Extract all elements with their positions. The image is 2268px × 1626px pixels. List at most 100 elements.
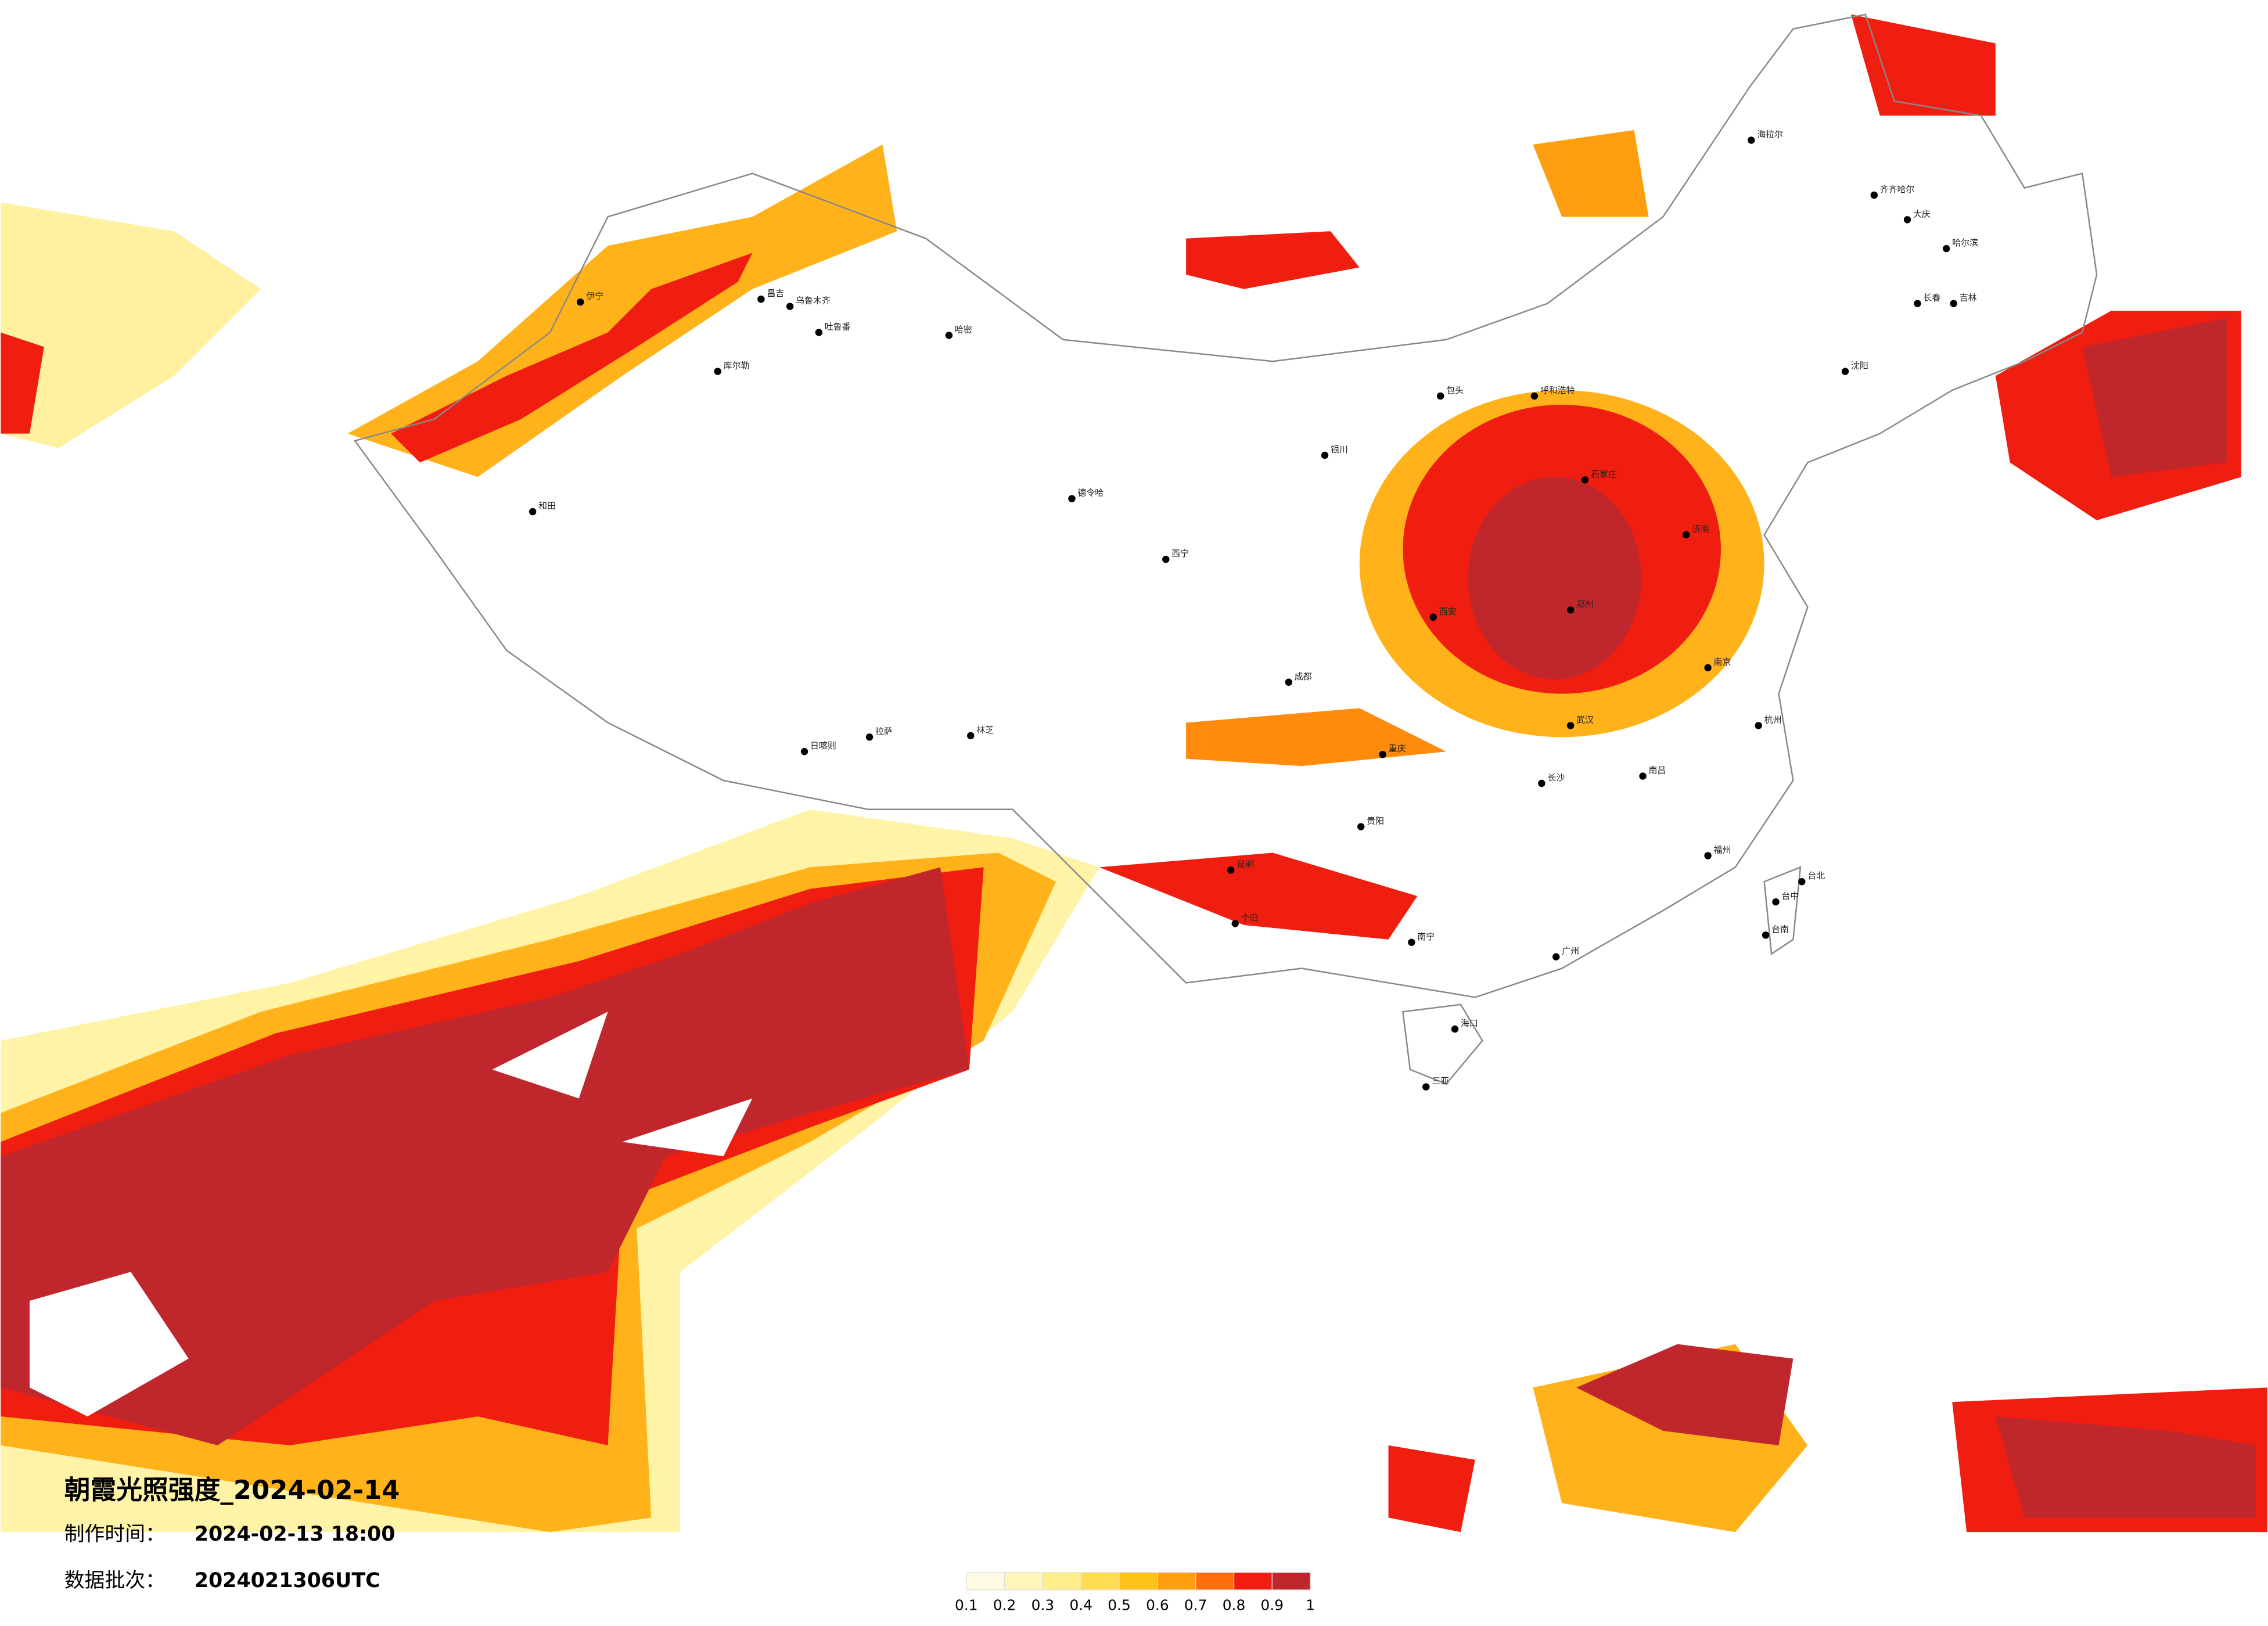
field-darkred xyxy=(1576,1344,1793,1445)
colorbar-tick-label: 0.7 xyxy=(1184,1597,1207,1614)
city-label: 三亚 xyxy=(1432,1076,1449,1087)
city-label: 石家庄 xyxy=(1591,469,1617,479)
colorbar-tick-label: 0.5 xyxy=(1108,1597,1131,1614)
city-dot xyxy=(815,329,823,336)
city-dot xyxy=(1914,300,1921,307)
field-darkred xyxy=(1468,477,1642,679)
city-dot xyxy=(1748,136,1755,144)
city-dot xyxy=(865,733,874,741)
city-label: 海口 xyxy=(1461,1018,1478,1028)
city-dot xyxy=(945,332,953,339)
city-dot xyxy=(1704,852,1712,859)
city-label: 台中 xyxy=(1782,891,1799,901)
city-label: 西安 xyxy=(1439,606,1457,617)
city-label: 乌鲁木齐 xyxy=(796,296,831,306)
city-dot xyxy=(786,303,794,310)
made-label: 制作时间： xyxy=(64,1523,166,1546)
city-dot xyxy=(1841,368,1849,375)
field-red xyxy=(1186,231,1360,289)
city-label: 银川 xyxy=(1331,444,1348,455)
map-title: 朝霞光照强度_2024-02-14 xyxy=(64,1474,400,1505)
city-dot xyxy=(714,368,721,375)
city-dot xyxy=(1683,531,1690,539)
city-dot xyxy=(1379,750,1386,758)
city-dot xyxy=(1162,555,1170,563)
colorbar-cell xyxy=(1233,1572,1273,1591)
city-label: 德令哈 xyxy=(1077,488,1104,498)
legend-text: 朝霞光照强度_2024-02-14 制作时间： 2024-02-13 18:00… xyxy=(64,1474,400,1592)
city-label: 和田 xyxy=(538,501,556,511)
city-label: 郑州 xyxy=(1576,599,1594,609)
colorbar-cell xyxy=(1271,1572,1311,1591)
colorbar: 0.1 0.2 0.3 0.4 0.5 0.6 0.7 0.8 0.9 1 xyxy=(955,1572,1315,1614)
city-dot xyxy=(1422,1083,1430,1091)
city-dot xyxy=(1704,664,1712,672)
field-red xyxy=(1388,1445,1475,1533)
field-red xyxy=(1850,14,1996,116)
city-dot xyxy=(1552,953,1560,961)
city-label: 吉林 xyxy=(1960,293,1977,303)
city-dot xyxy=(1231,920,1239,927)
city-dot xyxy=(1755,722,1762,729)
light-intensity-field xyxy=(1,14,2267,1533)
city-label: 成都 xyxy=(1295,671,1312,682)
field-darkred xyxy=(1,867,969,1445)
colorbar-cell xyxy=(1042,1572,1081,1591)
field-red xyxy=(391,253,753,463)
city-label: 长沙 xyxy=(1547,772,1565,783)
colorbar-cell xyxy=(1119,1572,1158,1591)
city-label: 昆明 xyxy=(1237,859,1254,869)
city-label: 南京 xyxy=(1714,657,1731,667)
city-label: 齐齐哈尔 xyxy=(1880,184,1915,195)
colorbar-tick-label: 0.8 xyxy=(1223,1597,1246,1614)
city-dot xyxy=(1451,1025,1459,1033)
city-label: 拉萨 xyxy=(875,726,893,736)
colorbar-tick-label: 0.3 xyxy=(1031,1597,1055,1614)
colorbar-tick-label: 0.4 xyxy=(1069,1597,1092,1614)
field-orange xyxy=(1533,130,1649,217)
city-label: 海拉尔 xyxy=(1757,129,1783,139)
colorbar-tick-label: 0.2 xyxy=(993,1597,1016,1614)
field-pale xyxy=(1,202,261,448)
city-dot xyxy=(1772,898,1780,906)
city-label: 昌吉 xyxy=(767,288,784,298)
city-dot xyxy=(1429,613,1437,621)
city-dot xyxy=(1357,823,1365,830)
batch-label: 数据批次： xyxy=(64,1569,166,1592)
field-darkred xyxy=(2082,318,2227,477)
made-time: 2024-02-13 18:00 xyxy=(195,1523,396,1546)
city-dot xyxy=(1943,244,1950,253)
city-dot xyxy=(1068,495,1076,502)
city-label: 西宁 xyxy=(1171,548,1189,559)
city-label: 长春 xyxy=(1923,293,1940,303)
country-outline xyxy=(353,13,2098,1085)
colorbar-tick-label: 0.6 xyxy=(1146,1597,1169,1614)
city-label: 日喀则 xyxy=(810,740,836,751)
city-dot xyxy=(1408,938,1415,946)
city-label: 南昌 xyxy=(1649,765,1666,776)
field-red xyxy=(1099,852,1418,940)
city-label: 台北 xyxy=(1807,870,1825,881)
field-orange xyxy=(1186,708,1447,767)
city-label: 贵阳 xyxy=(1367,816,1384,826)
field-darkred xyxy=(1995,1416,2256,1518)
city-dot xyxy=(1798,878,1806,886)
colorbar-cell xyxy=(1080,1572,1120,1591)
city-label: 重庆 xyxy=(1389,743,1406,754)
city-dot xyxy=(757,295,765,303)
city-label: 沈阳 xyxy=(1851,361,1868,371)
city-label: 南宁 xyxy=(1417,931,1435,942)
city-dot xyxy=(1538,779,1545,787)
city-dot xyxy=(1581,476,1589,484)
field-gap xyxy=(29,1012,753,1417)
city-label: 台南 xyxy=(1771,924,1789,934)
city-label: 哈密 xyxy=(955,324,972,334)
city-dot xyxy=(1903,216,1911,224)
colorbar-tick-label: 1 xyxy=(1306,1597,1315,1614)
city-dot xyxy=(577,298,584,306)
city-dot xyxy=(967,732,975,740)
colorbar-cell xyxy=(966,1572,1005,1591)
city-label: 济南 xyxy=(1692,524,1709,534)
